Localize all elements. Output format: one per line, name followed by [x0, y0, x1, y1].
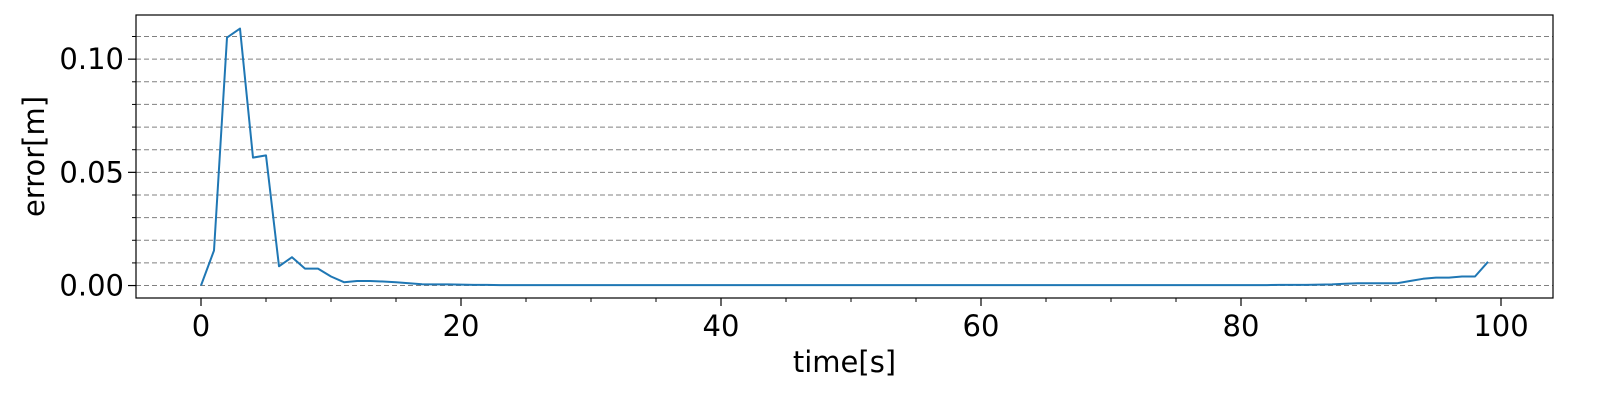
plot-frame — [135, 14, 1554, 299]
y-tick-label: 0.00 — [59, 269, 124, 303]
x-tick-label: 100 — [1473, 309, 1528, 343]
y-axis-label: error[m] — [17, 96, 51, 217]
x-tick-label: 40 — [703, 309, 740, 343]
x-axis-label: time[s] — [793, 345, 896, 379]
y-tick-label: 0.05 — [59, 155, 124, 189]
gridlines — [136, 36, 1553, 287]
series-line — [200, 27, 1489, 287]
x-tick-label: 60 — [963, 309, 1000, 343]
ticks: 0 20 40 60 80 100 0.00 0.05 0.10 — [59, 36, 1529, 343]
y-tick-label: 0.10 — [59, 42, 124, 76]
x-tick-label: 0 — [192, 309, 210, 343]
series-layer — [200, 27, 1489, 287]
x-tick-label: 80 — [1223, 309, 1260, 343]
x-tick-label: 20 — [443, 309, 480, 343]
